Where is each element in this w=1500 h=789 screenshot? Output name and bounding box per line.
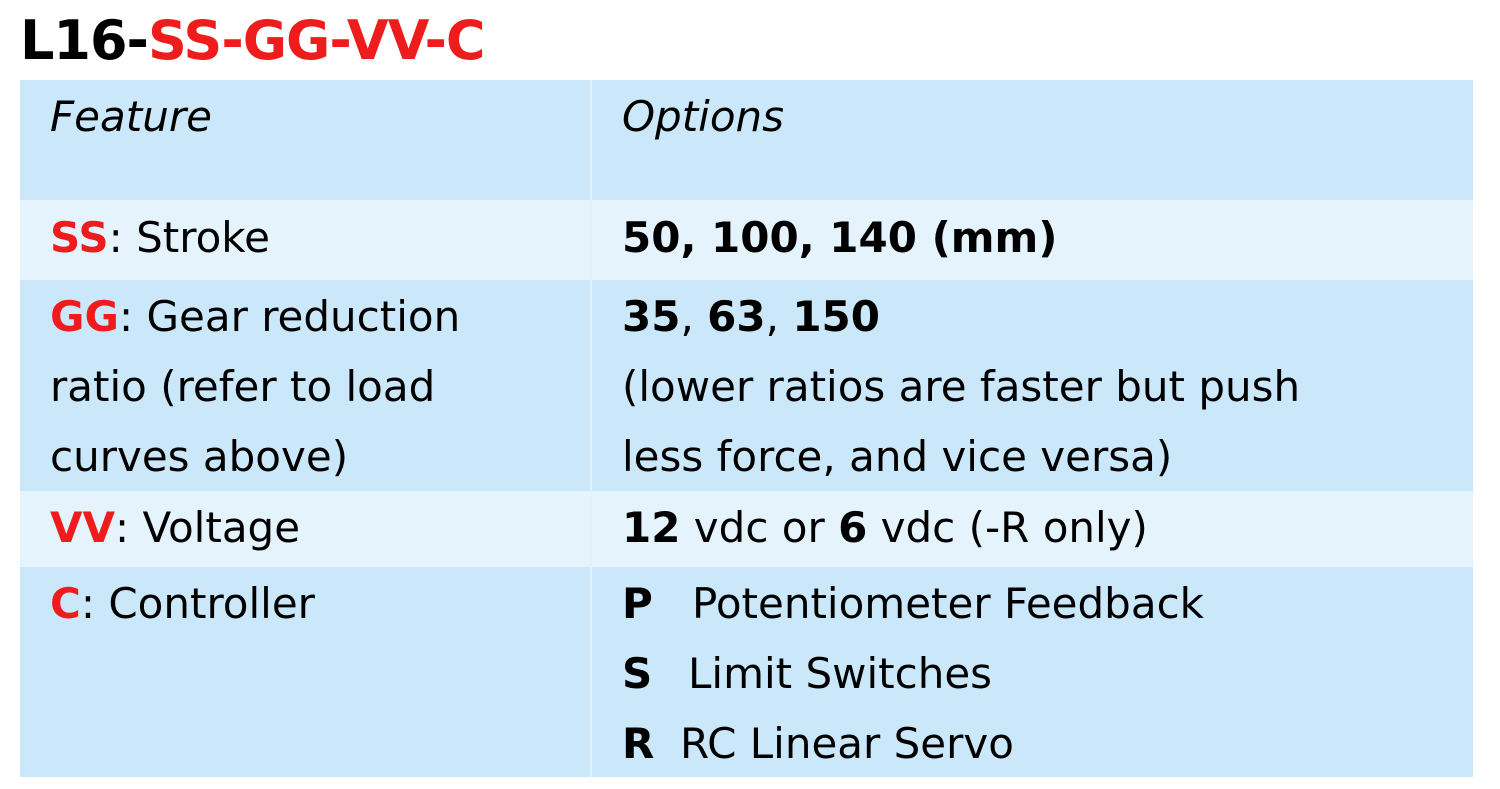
controller-label: Limit Switches	[688, 649, 993, 698]
feature-gear-line-2: ratio (refer to load	[50, 362, 436, 411]
options-table: Feature Options SS: Stroke 50, 100, 140 …	[20, 80, 1473, 777]
options-stroke: 50, 100, 140 (mm)	[622, 213, 1058, 262]
ratio-value: 63	[707, 292, 766, 341]
controller-option-rc-servo: R RC Linear Servo	[622, 709, 1014, 779]
feature-label: : Voltage	[115, 503, 301, 552]
controller-code: P	[622, 579, 653, 628]
table-row-gear: GG: Gear reduction ratio (refer to load …	[20, 280, 1473, 491]
feature-code: SS	[50, 213, 109, 262]
header-feature: Feature	[50, 92, 212, 141]
controller-option-limit-switches: S Limit Switches	[622, 639, 992, 709]
options-gear-note-line-1: (lower ratios are faster but push	[622, 362, 1301, 411]
ratio-value: 35	[622, 292, 681, 341]
voltage-text: vdc or	[680, 503, 839, 552]
controller-option-potentiometer: P Potentiometer Feedback	[622, 569, 1204, 639]
feature-voltage: VV: Voltage	[50, 493, 300, 563]
voltage-text: vdc (-R only)	[867, 503, 1148, 552]
feature-label: : Controller	[80, 579, 315, 628]
ratio-separator: ,	[765, 292, 793, 341]
feature-code: VV	[50, 503, 116, 552]
feature-label: : Stroke	[108, 213, 270, 262]
controller-label: RC Linear Servo	[680, 719, 1014, 768]
table-row-stroke: SS: Stroke 50, 100, 140 (mm)	[20, 200, 1473, 280]
title-prefix: L16-	[20, 9, 149, 72]
ratio-value: 150	[792, 292, 880, 341]
controller-label: Potentiometer Feedback	[692, 579, 1204, 628]
options-voltage: 12 vdc or 6 vdc (-R only)	[622, 493, 1148, 563]
title-codes: SS-GG-VV-C	[147, 9, 486, 72]
options-gear-note-line-2: less force, and vice versa)	[622, 432, 1173, 481]
feature-code: GG	[50, 292, 119, 341]
ratio-separator: ,	[680, 292, 708, 341]
options-gear-ratios: 35, 63, 150	[622, 282, 880, 352]
feature-gear-line-1: GG: Gear reduction	[50, 282, 460, 352]
feature-stroke: SS: Stroke	[50, 203, 270, 273]
feature-label: : Gear reduction	[118, 292, 461, 341]
table-header-row: Feature Options	[20, 80, 1473, 200]
page-title: L16-SS-GG-VV-C	[20, 6, 486, 76]
table-row-voltage: VV: Voltage 12 vdc or 6 vdc (-R only)	[20, 491, 1473, 567]
column-divider	[590, 80, 592, 777]
feature-controller: C: Controller	[50, 569, 315, 639]
header-options: Options	[622, 92, 785, 141]
feature-code: C	[50, 579, 81, 628]
voltage-value: 6	[838, 503, 868, 552]
controller-code: R	[622, 719, 655, 768]
feature-gear-line-3: curves above)	[50, 432, 349, 481]
voltage-value: 12	[622, 503, 681, 552]
controller-code: S	[622, 649, 653, 698]
